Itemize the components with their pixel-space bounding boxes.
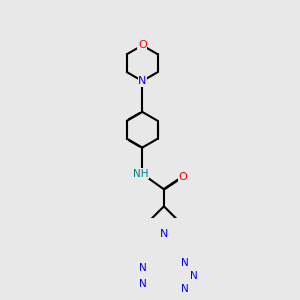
Text: N: N <box>181 284 189 294</box>
Text: N: N <box>139 263 146 273</box>
Text: N: N <box>139 279 146 289</box>
Text: O: O <box>138 40 147 50</box>
Text: N: N <box>190 271 198 281</box>
Text: O: O <box>178 172 187 182</box>
Text: N: N <box>181 258 189 268</box>
Text: NH: NH <box>133 169 148 179</box>
Text: N: N <box>138 76 146 86</box>
Text: N: N <box>160 229 168 239</box>
